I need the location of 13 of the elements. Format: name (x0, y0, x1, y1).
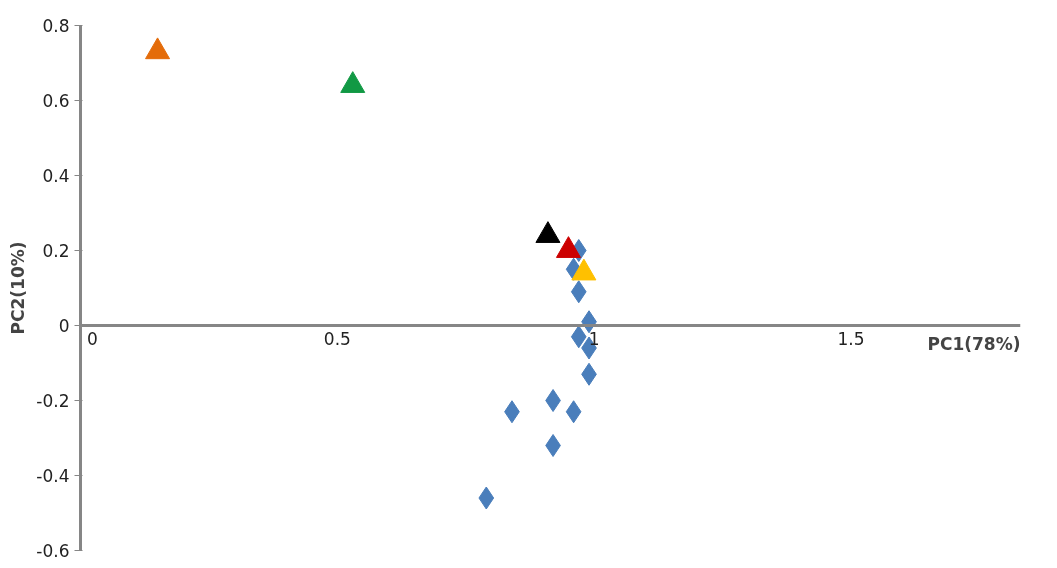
y-tick-label: 0.2 (42, 241, 70, 261)
y-tick-label: -0.2 (36, 391, 70, 411)
y-tick-label: -0.4 (36, 466, 70, 486)
y-tick-label: -0.6 (36, 541, 70, 561)
y-tick-label: 0.6 (42, 91, 70, 111)
y-tick-label: 0.8 (42, 16, 70, 36)
x-tick-label: 1 (588, 328, 600, 349)
y-tick-label: 0.4 (42, 166, 70, 186)
x-tick-label: 0 (87, 328, 98, 349)
x-tick-label: 1.5 (837, 328, 865, 349)
x-tick-label: 0.5 (323, 328, 351, 349)
x-axis-title: PC1(78%) (927, 333, 1021, 354)
y-axis-title: PC2(10%) (8, 241, 29, 335)
